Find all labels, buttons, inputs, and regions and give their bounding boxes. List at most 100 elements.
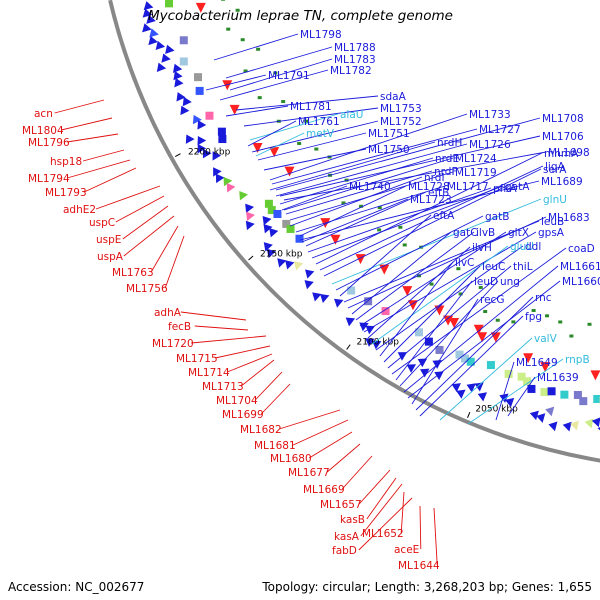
- reverse-gene-label: ML1644: [398, 560, 440, 572]
- forward-gene-label: ilvH: [472, 242, 492, 254]
- forward-leader-line: [351, 231, 452, 315]
- forward-gene-glyph: [176, 92, 186, 102]
- forward-gene-label: eftB: [428, 187, 449, 199]
- forward-leader-line: [305, 191, 427, 247]
- reverse-leader-line: [260, 383, 291, 415]
- reverse-gene-label: ML1796: [28, 137, 70, 149]
- forward-gene-glyph: [246, 211, 255, 222]
- reverse-gene-glyph: [523, 353, 534, 364]
- forward-gene-label: ML1706: [542, 131, 584, 143]
- forward-leader-line: [281, 185, 348, 211]
- reverse-leader-line: [61, 117, 113, 131]
- reverse-gene-glyph: [434, 305, 445, 316]
- reverse-leader-line: [279, 409, 341, 430]
- forward-gene-label: ML1752: [380, 116, 422, 128]
- forward-leader-line: [289, 176, 423, 227]
- feature-band: [547, 387, 556, 396]
- forward-gene-label: gatA: [505, 181, 530, 193]
- forward-gene-glyph: [161, 53, 171, 63]
- feature-band: [527, 384, 536, 393]
- forward-gene-label: ML1708: [542, 113, 584, 125]
- reverse-leader-line: [194, 325, 249, 331]
- forward-leader-line: [247, 120, 297, 147]
- forward-gene-label: pfkA: [493, 183, 517, 195]
- reverse-leader-line: [419, 505, 422, 550]
- forward-gene-label: ilvC: [455, 257, 474, 269]
- feature-band: [573, 390, 582, 399]
- forward-gene-label: ML1791: [268, 70, 310, 82]
- reverse-gene-label: acn: [34, 108, 53, 120]
- forward-leader-line: [343, 220, 540, 303]
- forward-leader-line: [347, 216, 547, 309]
- forward-leader-line: [269, 141, 436, 191]
- forward-leader-line: [379, 261, 454, 357]
- gc-marker: [243, 69, 248, 73]
- forward-gene-glyph: [156, 62, 167, 72]
- forward-gene-glyph: [466, 383, 476, 393]
- forward-leader-line: [257, 132, 367, 161]
- forward-leader-line: [251, 120, 379, 153]
- forward-gene-label: sdaA: [380, 91, 407, 103]
- reverse-gene-label: ML1714: [188, 367, 230, 379]
- forward-gene-label: gatB: [485, 211, 509, 223]
- forward-gene-glyph: [142, 23, 152, 33]
- forward-gene-label: ML1698: [548, 147, 590, 159]
- gc-marker: [240, 38, 245, 42]
- forward-gene-glyph: [149, 28, 159, 38]
- feature-band: [295, 234, 304, 243]
- tick-mark: [248, 255, 254, 261]
- reverse-leader-line: [95, 185, 161, 210]
- forward-leader-line: [319, 165, 544, 271]
- reverse-leader-line: [180, 311, 247, 321]
- forward-gene-label: ML1740: [349, 181, 391, 193]
- forward-gene-label: ilvB: [476, 227, 495, 239]
- forward-gene-glyph: [269, 228, 279, 238]
- forward-leader-line: [295, 185, 446, 233]
- forward-gene-label: ML1751: [368, 128, 410, 140]
- forward-leader-line: [391, 247, 567, 375]
- forward-gene-label: ML1724: [455, 153, 497, 165]
- reverse-gene-label: ML1715: [176, 353, 218, 365]
- reverse-leader-line: [84, 167, 137, 193]
- forward-gene-label: ML1783: [334, 54, 376, 66]
- forward-gene-glyph: [312, 292, 322, 302]
- forward-leader-line: [219, 69, 329, 101]
- forward-gene-label: leuD: [474, 276, 498, 288]
- gc-marker: [558, 320, 563, 324]
- forward-gene-label: ML1660: [562, 276, 600, 288]
- forward-gene-glyph: [365, 338, 375, 347]
- forward-leader-line: [255, 132, 305, 157]
- reverse-leader-line: [164, 235, 185, 289]
- forward-gene-label: ML1753: [380, 103, 422, 115]
- forward-leader-line: [375, 245, 524, 351]
- forward-gene-label: nrdI: [424, 172, 445, 184]
- reverse-leader-line: [54, 99, 105, 114]
- forward-gene-label: ML1689: [541, 176, 583, 188]
- feature-band: [460, 354, 469, 363]
- forward-leader-line: [315, 152, 543, 265]
- reverse-gene-label: ML1669: [303, 484, 345, 496]
- forward-gene-glyph: [223, 176, 233, 187]
- reverse-gene-label: uspC: [89, 217, 115, 229]
- reverse-gene-glyph: [473, 324, 484, 335]
- reverse-gene-label: uspA: [97, 251, 124, 263]
- forward-leader-line: [285, 170, 433, 215]
- gc-marker: [458, 292, 463, 296]
- forward-leader-line: [275, 143, 468, 197]
- forward-gene-glyph: [420, 368, 430, 378]
- forward-gene-glyph: [212, 151, 222, 161]
- forward-gene-glyph: [197, 135, 207, 146]
- reverse-leader-line: [67, 133, 119, 143]
- reverse-gene-glyph: [355, 254, 366, 265]
- reverse-gene-glyph: [449, 317, 460, 328]
- reverse-leader-lines: [54, 99, 438, 566]
- tick-mark: [467, 412, 471, 418]
- reverse-gene-label: adhA: [154, 307, 182, 319]
- forward-gene-label: ML1649: [516, 357, 558, 369]
- forward-leader-line: [243, 107, 379, 127]
- forward-gene-glyph: [505, 397, 515, 408]
- forward-gene-label: ung: [500, 276, 520, 288]
- reverse-leader-line: [123, 215, 175, 257]
